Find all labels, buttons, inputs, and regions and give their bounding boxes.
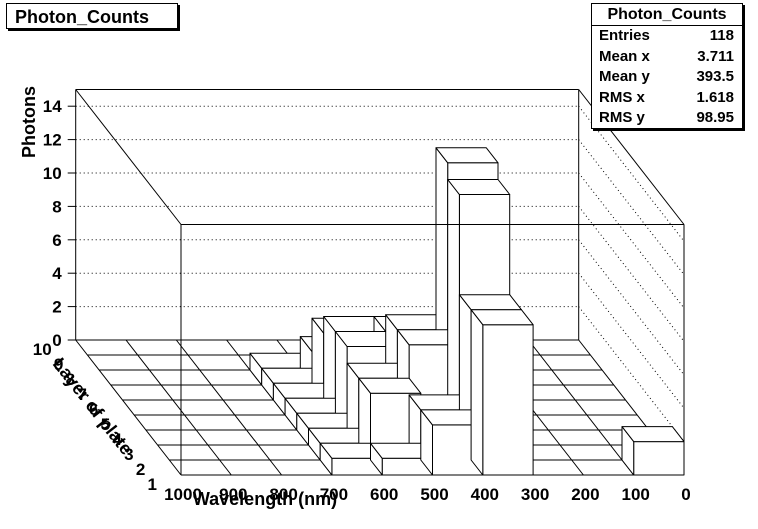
floor-grid-line	[175, 339, 282, 476]
bar-top-face	[358, 377, 422, 394]
x-tick-label: 400	[471, 485, 499, 504]
x-tick-label: 200	[571, 485, 599, 504]
side-grid-line	[578, 139, 685, 275]
y-tick-label: 6	[89, 400, 98, 419]
bar	[470, 309, 534, 476]
z-tick-label: 8	[52, 197, 61, 216]
stats-row-mean-x: Mean x 3.711	[592, 47, 742, 68]
z-tick-label: 0	[52, 331, 61, 350]
y-tick-label: 8	[66, 370, 75, 389]
z-tick-label: 2	[52, 298, 61, 317]
x-tick-label: 500	[420, 485, 448, 504]
stats-label: Mean x	[599, 47, 650, 65]
bar	[621, 426, 685, 476]
bar-front-face	[482, 324, 534, 476]
bar-top-face	[447, 179, 511, 195]
y-tick-label: 2	[136, 460, 145, 479]
y-tick-label: 3	[124, 445, 133, 464]
axis-frame	[75, 89, 685, 475]
side-grid-line	[578, 306, 685, 442]
y-tick-label: 4	[112, 430, 122, 449]
x-tick-label: 300	[521, 485, 549, 504]
z-tick-label: 4	[52, 264, 62, 283]
chart-title: Photon_Counts	[6, 3, 178, 29]
z-tick-label: 10	[43, 164, 62, 183]
stats-row-mean-y: Mean y 393.5	[592, 67, 742, 88]
x-tick-label: 600	[370, 485, 398, 504]
stats-value: 1.618	[696, 88, 734, 106]
stats-label: Mean y	[599, 68, 650, 86]
stats-box: Photon_Counts Entries 118 Mean x 3.711 M…	[591, 3, 743, 129]
bar-top-face	[470, 309, 534, 326]
bar	[370, 442, 433, 476]
stats-row-entries: Entries 118	[592, 26, 742, 47]
x-tick-label: 900	[219, 485, 247, 504]
x-axis-title: Wavelength (nm)	[193, 489, 337, 509]
stats-label: RMS y	[599, 109, 645, 127]
stats-title: Photon_Counts	[592, 4, 742, 26]
stats-row-rms-x: RMS x 1.618	[592, 88, 742, 109]
bar	[319, 442, 383, 476]
frame-edge	[75, 89, 182, 225]
x-tick-label: 1000	[164, 485, 202, 504]
y-tick-label: 1	[148, 475, 157, 494]
bar-side-face	[470, 309, 484, 476]
stats-value: 98.95	[696, 109, 734, 127]
floor-grid-line	[125, 339, 232, 476]
floor-grid-line	[75, 339, 182, 476]
stats-row-rms-y: RMS y 98.95	[592, 108, 742, 129]
x-tick-label: 0	[681, 485, 690, 504]
side-grid-line	[578, 239, 685, 376]
side-grid-line	[578, 272, 685, 409]
stats-value: 118	[709, 27, 734, 44]
stats-value: 393.5	[696, 68, 734, 86]
x-tick-label: 800	[269, 485, 297, 504]
x-tick-label: 100	[622, 485, 650, 504]
y-tick-label: 10	[33, 340, 52, 359]
bar-front-face	[633, 441, 685, 476]
z-tick-label: 6	[52, 231, 61, 250]
bar-top-face	[621, 426, 685, 443]
x-tick-label: 700	[320, 485, 348, 504]
bar-top-face	[435, 147, 499, 164]
y-tick-label: 5	[101, 415, 110, 434]
z-axis-title: Photons	[19, 86, 39, 158]
z-tick-label: 14	[43, 97, 62, 116]
y-tick-label: 9	[54, 355, 63, 374]
bar	[420, 409, 484, 476]
bars	[249, 147, 685, 476]
side-grid-line	[578, 206, 685, 342]
stats-value: 3.711	[697, 47, 734, 65]
floor-grid-line	[528, 339, 635, 476]
side-grid-line	[578, 172, 685, 309]
stats-label: RMS x	[599, 88, 645, 106]
z-tick-label: 12	[43, 131, 62, 150]
stats-label: Entries	[599, 27, 650, 44]
y-tick-label: 7	[77, 385, 86, 404]
